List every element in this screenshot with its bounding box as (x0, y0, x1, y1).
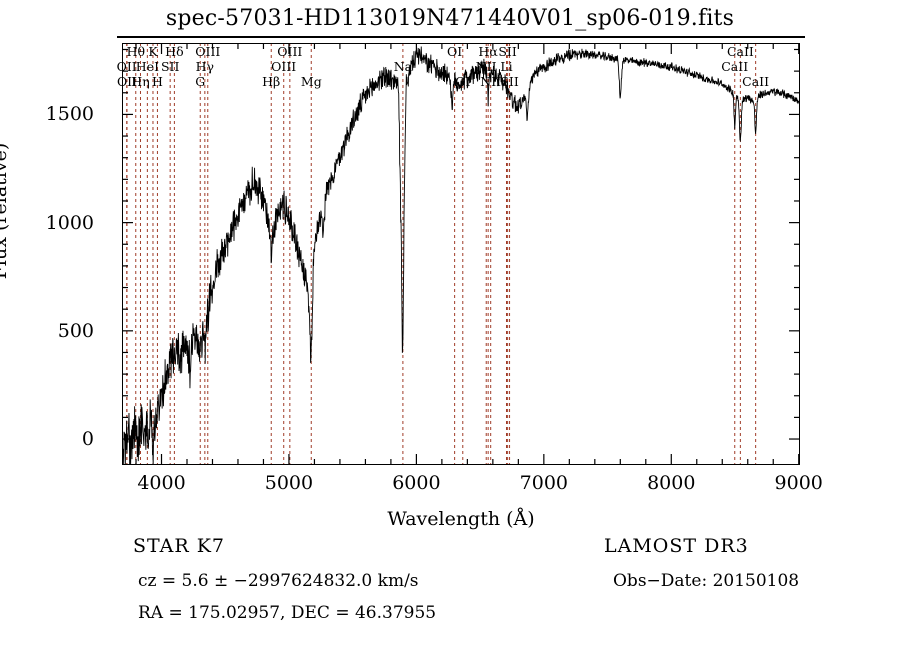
spectral-line-label: OII (116, 74, 138, 89)
redshift-velocity-label: cz = 5.6 ± −2997624832.0 km/s (138, 571, 419, 591)
y-tick-label: 1000 (45, 211, 94, 234)
spectral-line-label: Hθ (126, 44, 146, 59)
object-class-label: STAR K7 (133, 535, 225, 557)
spectral-line-label: Na (393, 59, 413, 74)
spectral-line-label: K (148, 44, 158, 59)
spectral-line-label: OIII (195, 44, 221, 59)
spectral-line-label: G (195, 74, 206, 89)
x-axis-title: Wavelength (Å) (387, 508, 535, 530)
x-tick-label: 6000 (392, 472, 441, 494)
spectral-line-label: HeI (135, 59, 160, 74)
page-title: spec-57031-HD113019N471440V01_sp06-019.f… (165, 6, 735, 31)
spectral-line-label: NII (480, 74, 502, 89)
y-tick-label: 1500 (45, 103, 94, 126)
spectral-line-label: Li (500, 59, 513, 74)
spectral-line-label: Hδ (165, 44, 184, 59)
spectral-line-label: CaII (721, 59, 749, 74)
x-tick-label: 8000 (647, 472, 696, 494)
spectral-line-label: OI (455, 74, 471, 89)
spectral-line-label: NII (475, 59, 497, 74)
survey-label: LAMOST DR3 (604, 535, 749, 557)
spectral-line-label: Hη (131, 74, 150, 89)
x-tick-label: 9000 (774, 472, 823, 494)
spectral-line-label: OI (447, 44, 463, 59)
spectral-line-label: SII (498, 44, 517, 59)
spectral-line-label: Hα (478, 44, 498, 59)
spectral-line-label: Mg (300, 74, 322, 89)
x-tick-label: 4000 (137, 472, 186, 494)
x-tick-label: 5000 (264, 472, 314, 494)
spectral-line-label: SII (500, 74, 519, 89)
spectral-line-label: CaII (726, 44, 754, 59)
spectrum-trace (122, 43, 800, 465)
obs-date-label: Obs−Date: 20150108 (613, 571, 800, 591)
spectral-line-label: Hβ (262, 74, 281, 89)
axis-ticks (122, 43, 800, 465)
spectral-line-label: H (151, 74, 163, 89)
spectral-line-label: Hγ (195, 59, 214, 74)
spectral-line-label: OIII (277, 44, 303, 59)
spectral-line-label: OII (116, 59, 137, 74)
title-divider (117, 36, 805, 38)
spectral-line-label: SII (160, 59, 180, 74)
spectral-line-label: OIII (271, 59, 297, 74)
x-tick-label: 7000 (519, 472, 568, 494)
y-tick-label: 0 (81, 428, 94, 451)
y-tick-label: 500 (57, 319, 94, 342)
spectral-line-label: CaII (742, 74, 770, 89)
coordinates-label: RA = 175.02957, DEC = 46.37955 (138, 603, 437, 623)
plot-area: OII OII Hθ Hη K HeI H Hδ SII Hγ G OIII Hβ OIII OIII Mg N… (117, 43, 800, 465)
